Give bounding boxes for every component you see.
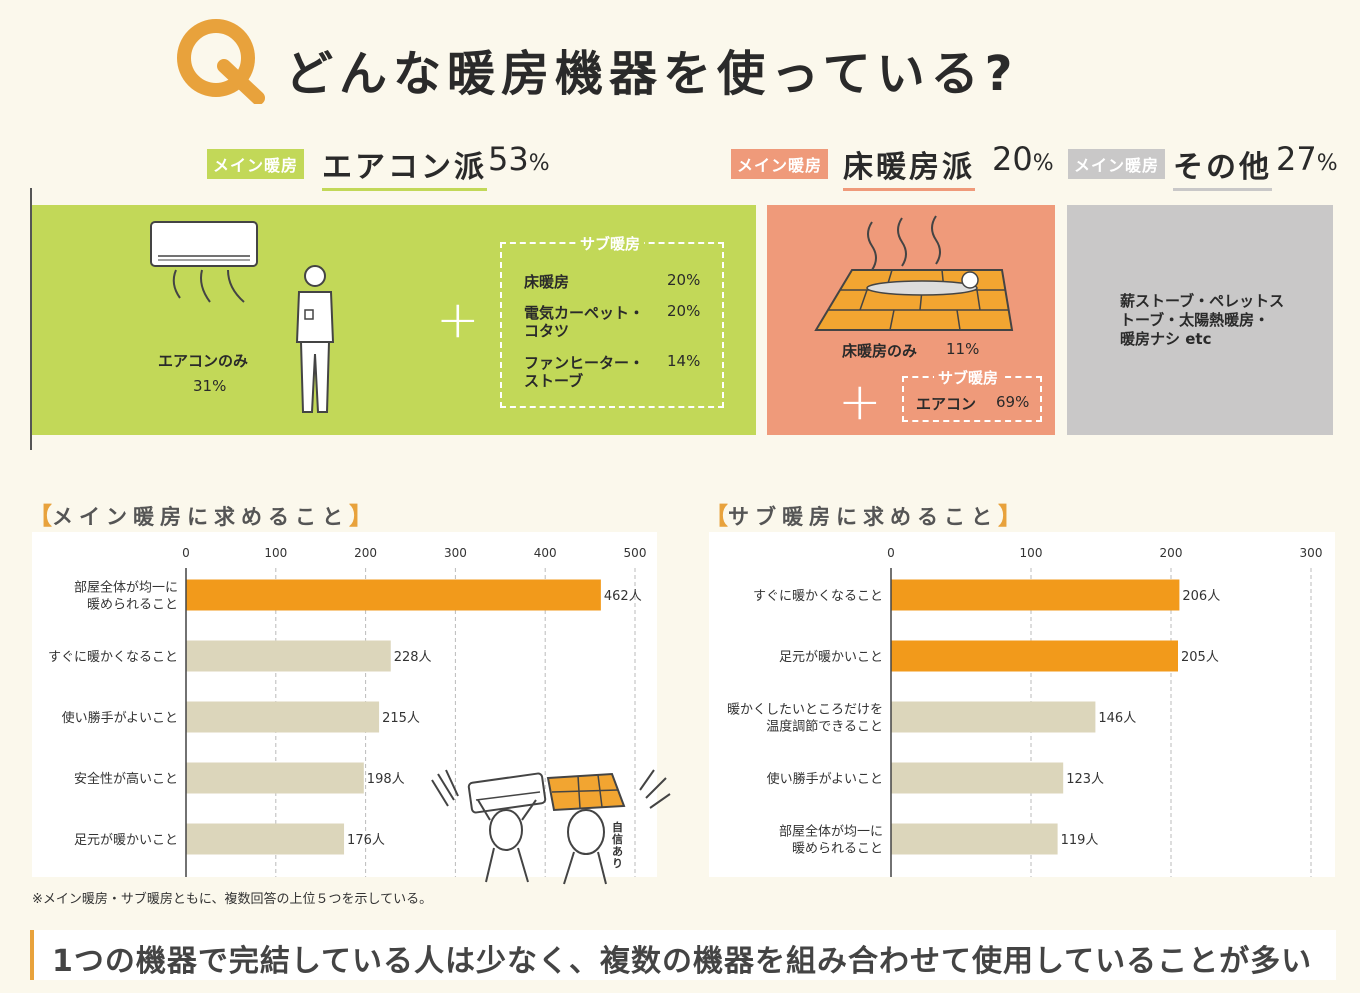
divider — [30, 188, 32, 450]
floor-sub-label: サブ暖房 — [934, 367, 1003, 388]
category-label: すぐに暖かくなること — [48, 650, 178, 665]
plus-icon: + — [838, 372, 882, 432]
bar — [186, 823, 345, 855]
bar — [186, 579, 601, 611]
x-tick-label: 500 — [624, 546, 647, 560]
other-main-tag: メイン暖房 — [1068, 149, 1166, 179]
bar-value-label: 215人 — [382, 711, 420, 726]
mascot-sign-text: 自信あり — [612, 821, 623, 870]
bar — [891, 640, 1178, 672]
floor-category-percent: 20% — [992, 140, 1054, 178]
floor-heating-icon — [814, 215, 1014, 331]
bar-value-label: 146人 — [1098, 711, 1136, 726]
x-tick-label: 200 — [1160, 546, 1183, 560]
person-standing-icon — [295, 265, 335, 413]
x-tick-label: 0 — [887, 546, 895, 560]
category-label: 暖められること — [792, 842, 883, 857]
bar-value-label: 176人 — [347, 833, 385, 848]
aircon-sub-item-name-line2: ストーブ — [524, 372, 584, 390]
other-panel — [1067, 205, 1333, 435]
other-category-percent: 27% — [1276, 140, 1338, 178]
category-label: 安全性が高いこと — [74, 771, 178, 787]
conclusion-text: 1つの機器で完結している人は少なく、複数の機器を組み合わせて使用していることが多… — [52, 944, 1313, 979]
bar-value-label: 462人 — [604, 589, 642, 604]
x-tick-label: 300 — [1300, 546, 1323, 560]
aircon-sub-item-name: 床暖房 — [524, 273, 570, 291]
x-tick-label: 400 — [534, 546, 557, 560]
bar — [891, 701, 1096, 733]
bar-value-label: 123人 — [1066, 772, 1104, 787]
aircon-category-percent: 53% — [488, 140, 550, 178]
x-tick-label: 100 — [264, 546, 287, 560]
bar — [186, 640, 391, 672]
mascot-characters-icon — [431, 769, 671, 885]
other-panel-text: 薪ストーブ・ペレットス — [1120, 292, 1285, 310]
aircon-sub-item-name: 電気カーペット・ — [524, 304, 645, 322]
page-title: どんな暖房機器を使っている? — [285, 46, 1019, 102]
category-label: 温度調節できること — [766, 719, 883, 735]
category-label: 使い勝手がよいこと — [62, 710, 178, 726]
x-tick-label: 300 — [444, 546, 467, 560]
aircon-sub-item-name: ファンヒーター・ — [524, 354, 645, 372]
bar-value-label: 119人 — [1061, 833, 1099, 848]
bar-value-label: 206人 — [1182, 589, 1220, 604]
category-label: 部屋全体が均一に — [779, 824, 883, 840]
aircon-sub-item-name-line2: コタツ — [524, 322, 570, 340]
bar-value-label: 205人 — [1181, 650, 1219, 665]
aircon-sub-label: サブ暖房 — [576, 233, 645, 254]
bar — [891, 762, 1064, 794]
main-heating-section-title: 【メイン暖房に求めること】 — [28, 502, 373, 530]
bar-value-label: 198人 — [367, 772, 405, 787]
x-tick-label: 200 — [354, 546, 377, 560]
bar — [891, 579, 1180, 611]
bar — [186, 701, 380, 733]
x-tick-label: 0 — [182, 546, 190, 560]
aircon-sub-item-percent: 20% — [667, 302, 701, 320]
category-label: 暖められること — [87, 598, 178, 613]
aircon-category-name: エアコン派 — [322, 142, 487, 191]
other-panel-text: 暖房ナシ etc — [1120, 330, 1212, 348]
category-label: 足元が暖かいこと — [779, 650, 883, 665]
aircon-sub-item-percent: 20% — [667, 271, 701, 289]
category-label: 部屋全体が均一に — [74, 580, 178, 596]
aircon-main-tag: メイン暖房 — [207, 149, 305, 179]
floor-sub-item-percent: 69% — [996, 393, 1030, 411]
air-conditioner-icon — [150, 221, 258, 303]
bar — [891, 823, 1058, 855]
bar — [186, 762, 364, 794]
category-label: 使い勝手がよいこと — [767, 771, 883, 787]
floor-sub-item-name: エアコン — [916, 395, 977, 413]
category-label: すぐに暖かくなること — [753, 589, 883, 604]
plus-icon: + — [436, 290, 480, 350]
aircon-only-percent: 31% — [193, 377, 227, 395]
sub-heating-bar-chart: 0 100 200 300 206人 すぐに暖かくなること 205人 足元が暖かいこと 146人… — [727, 546, 1323, 877]
sub-heating-section-title: 【サブ暖房に求めること】 — [704, 502, 1022, 530]
bar-value-label: 228人 — [394, 650, 432, 665]
q-logo-icon — [177, 19, 265, 104]
aircon-sub-item-percent: 14% — [667, 352, 701, 370]
x-tick-label: 100 — [1020, 546, 1043, 560]
footnote: ※メイン暖房・サブ暖房ともに、複数回答の上位５つを示している。 — [32, 892, 433, 907]
conclusion-accent — [30, 930, 34, 980]
category-label: 暖かくしたいところだけを — [727, 703, 883, 718]
category-label: 足元が暖かいこと — [74, 833, 178, 848]
other-panel-text: トーブ・太陽熱暖房・ — [1120, 311, 1270, 329]
other-category-name: その他 — [1173, 142, 1272, 191]
conclusion-background — [30, 930, 1336, 980]
floor-only-label: 床暖房のみ — [842, 342, 918, 360]
aircon-only-label: エアコンのみ — [158, 352, 249, 370]
floor-main-tag: メイン暖房 — [731, 149, 829, 179]
floor-only-percent: 11% — [946, 340, 980, 358]
floor-category-name: 床暖房派 — [843, 142, 975, 191]
